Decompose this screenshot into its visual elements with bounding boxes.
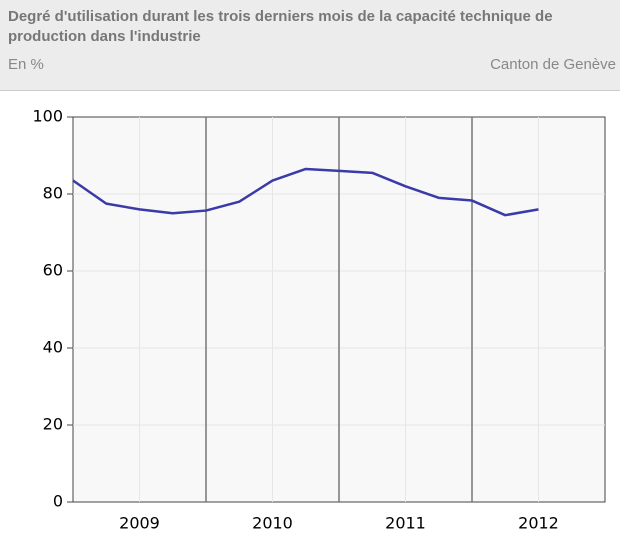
x-tick-label: 2009 [119,514,160,533]
y-tick-label: 20 [43,415,63,434]
y-tick-label: 60 [43,261,63,280]
legend-entry: Canton de Genève [490,56,616,73]
data-line [72,167,539,217]
x-tick-label: 2011 [385,514,426,533]
y-tick-label: 40 [43,338,63,357]
subtitle: En % [8,56,44,73]
header: Degré d'utilisation durant les trois der… [0,0,620,91]
x-tick-label: 2012 [518,514,559,533]
y-tick-label: 100 [32,107,63,126]
x-tick-label: 2010 [252,514,293,533]
chart-title: Degré d'utilisation durant les trois der… [8,8,553,45]
y-tick-label: 0 [53,492,63,511]
y-tick-label: 80 [43,184,63,203]
